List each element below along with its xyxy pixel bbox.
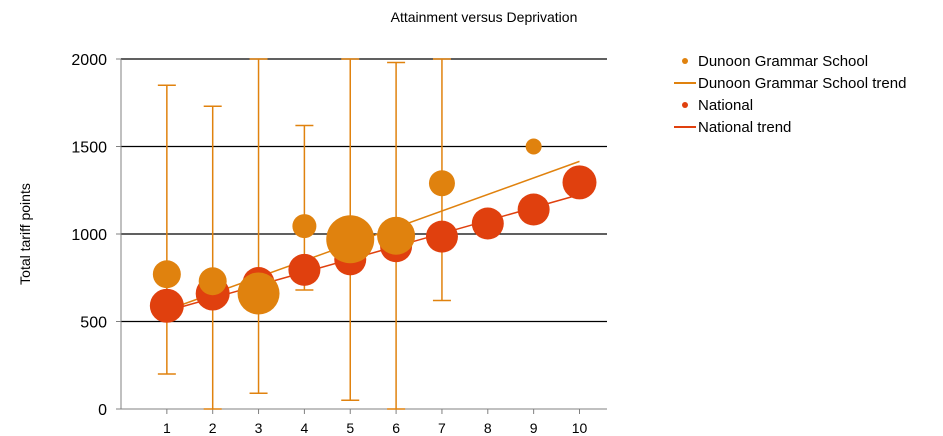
legend-label: Dunoon Grammar School bbox=[698, 53, 868, 70]
x-tick-label: 3 bbox=[255, 420, 263, 436]
y-tick-label: 1500 bbox=[71, 140, 107, 157]
bubbles bbox=[149, 138, 597, 323]
bubble-point bbox=[562, 165, 597, 200]
x-tick-label: 6 bbox=[392, 420, 400, 436]
legend-dot-marker bbox=[682, 102, 688, 108]
y-tick-label: 0 bbox=[98, 402, 107, 419]
bubble-point bbox=[237, 272, 280, 315]
axes: 0 500 1000 1500 2000 1 2 3 4 5 6 7 8 9 10 bbox=[71, 52, 607, 436]
y-tick-label: 1000 bbox=[71, 227, 107, 244]
bubble-point bbox=[377, 216, 416, 255]
chart-title: Attainment versus Deprivation bbox=[391, 9, 578, 25]
legend: Dunoon Grammar School Dunoon Grammar Scho… bbox=[674, 53, 906, 136]
bubble-point bbox=[198, 267, 227, 296]
bubble-point bbox=[425, 220, 458, 253]
bubble-point bbox=[471, 207, 504, 240]
y-tick-label: 2000 bbox=[71, 52, 107, 69]
x-tick-label: 4 bbox=[300, 420, 308, 436]
x-tick-label: 2 bbox=[209, 420, 217, 436]
bubble-point bbox=[525, 138, 542, 155]
trend-line-3 bbox=[166, 193, 580, 312]
x-tick-label: 5 bbox=[346, 420, 354, 436]
legend-label: National bbox=[698, 97, 753, 114]
x-tick-label: 8 bbox=[484, 420, 492, 436]
y-axis-label: Total tariff points bbox=[17, 183, 33, 285]
gridlines bbox=[121, 58, 607, 323]
legend-label: Dunoon Grammar School trend bbox=[698, 75, 906, 92]
bubble-point bbox=[288, 253, 321, 286]
legend-dot-marker bbox=[682, 58, 688, 64]
x-tick-label: 9 bbox=[530, 420, 538, 436]
y-tick-label: 500 bbox=[80, 315, 107, 332]
bubble-point bbox=[517, 193, 550, 226]
x-tick-label: 1 bbox=[163, 420, 171, 436]
x-tick-label: 10 bbox=[572, 420, 588, 436]
x-tick-label: 7 bbox=[438, 420, 446, 436]
bubble-point bbox=[292, 214, 317, 239]
error-bars bbox=[157, 58, 451, 410]
legend-label: National trend bbox=[698, 119, 791, 136]
bubble-point bbox=[149, 288, 184, 323]
bubble-point bbox=[152, 260, 181, 289]
bubble-point bbox=[326, 215, 375, 264]
bubble-point bbox=[428, 170, 455, 197]
